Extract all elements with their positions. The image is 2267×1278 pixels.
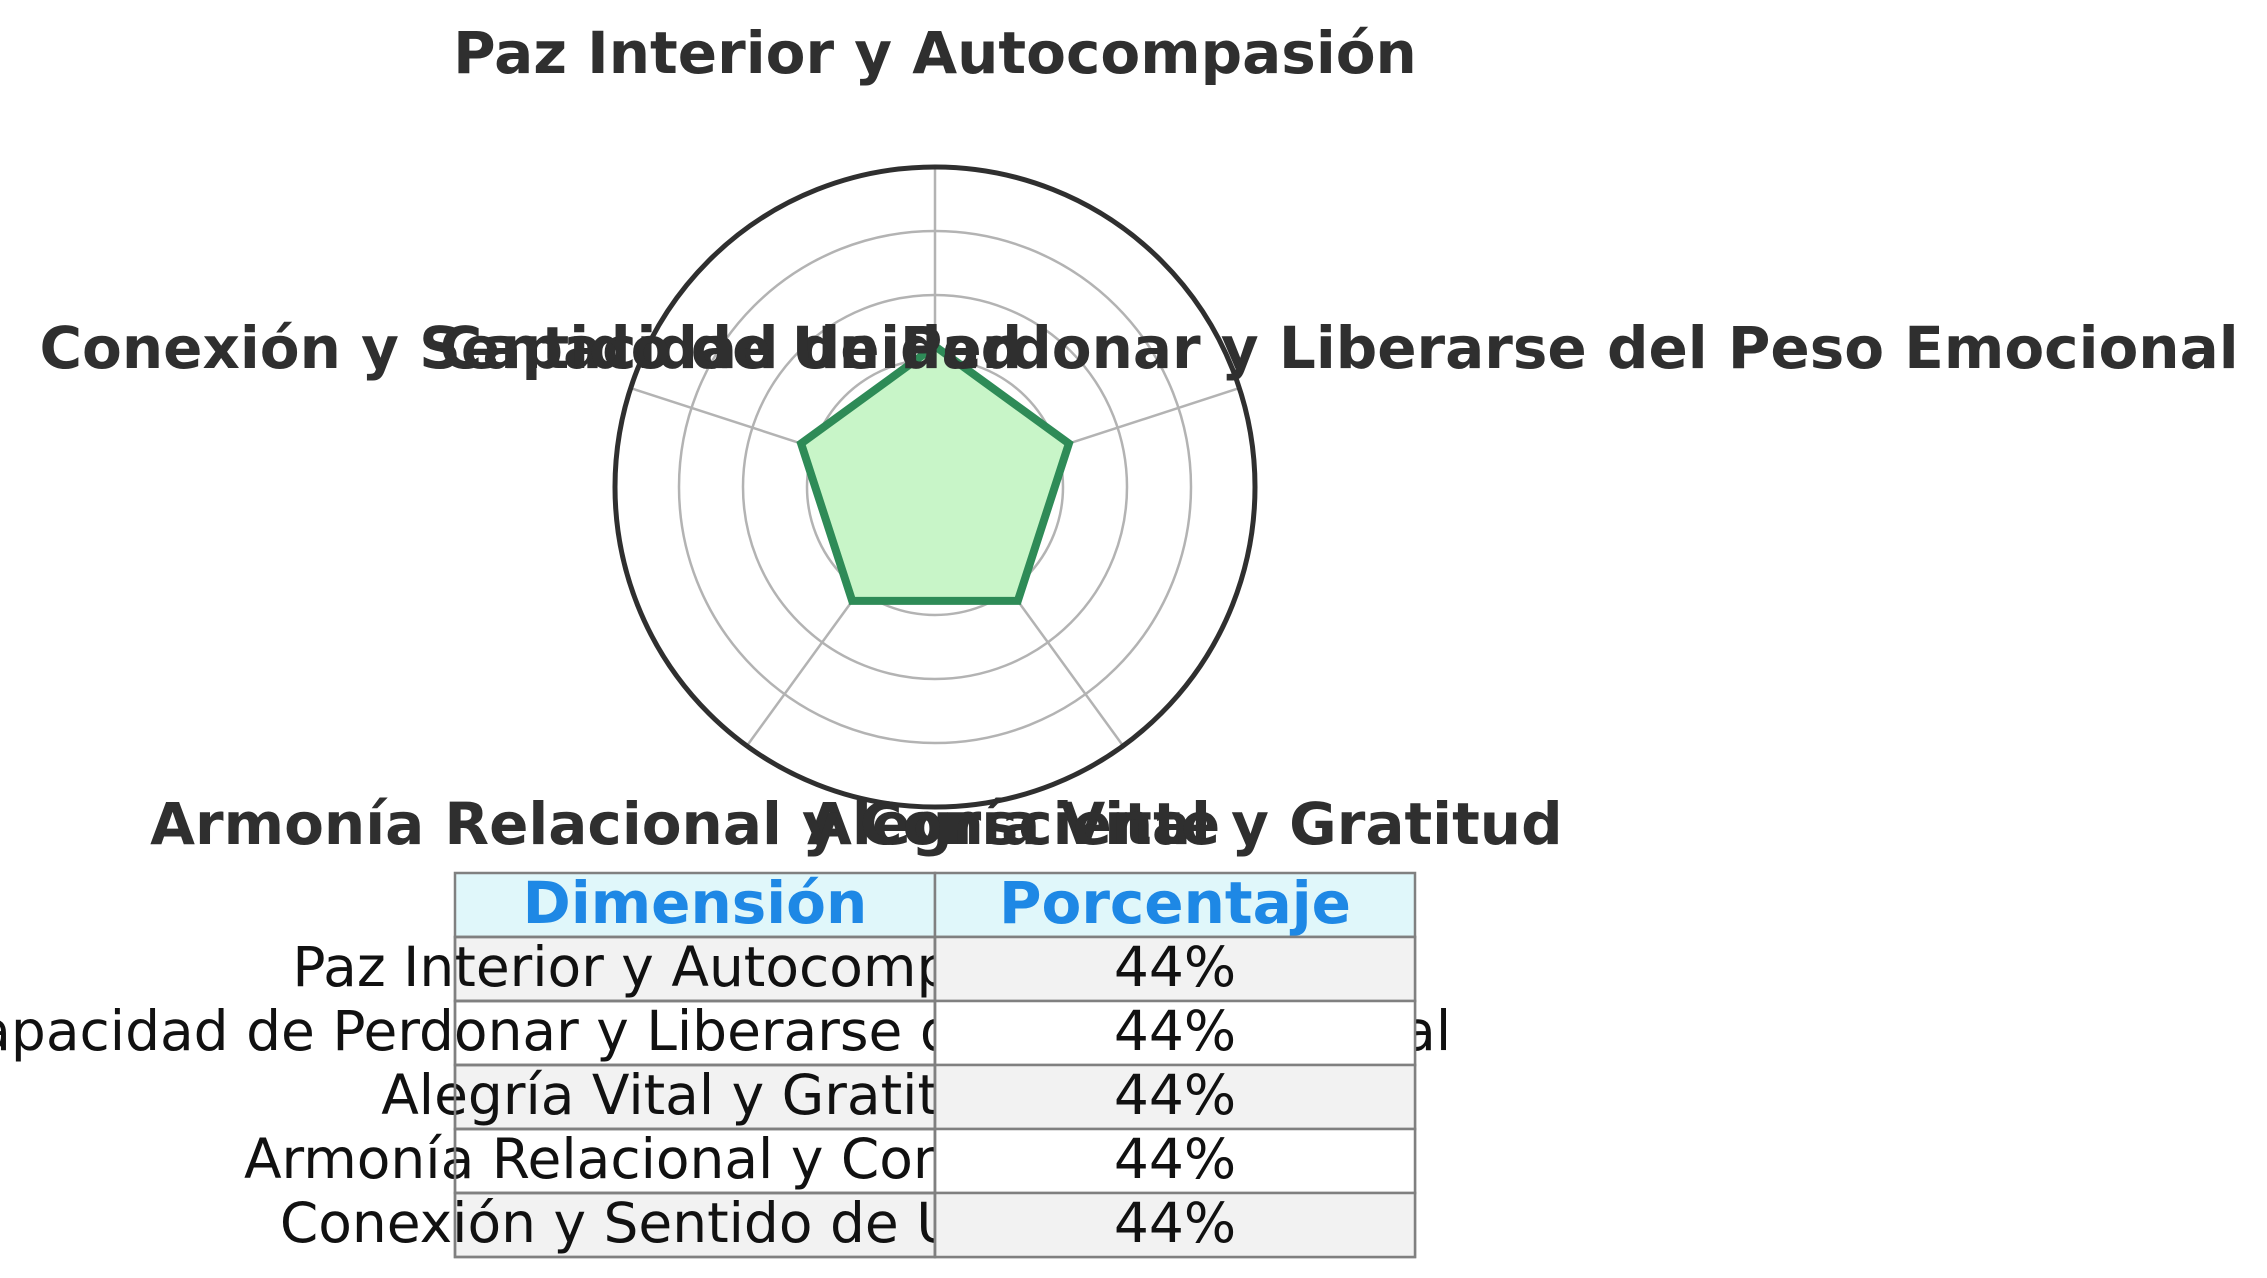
table-cell-dimension: Alegría Vital y Gratitud [381, 1063, 1009, 1127]
axis-label: Armonía Relacional y Consciente [150, 790, 1220, 858]
outer-circle [612, 164, 1258, 810]
table-cell-border [453, 1191, 937, 1259]
data-point [799, 441, 804, 446]
table-cell-percentage: 44% [1114, 1127, 1236, 1191]
axis-label: Paz Interior y Autocompasión [453, 19, 1417, 87]
series-area [796, 341, 1074, 605]
axis-label: Alegría Vital y Gratitud [807, 790, 1563, 858]
table-cell-percentage: 44% [1114, 1191, 1236, 1255]
data-point [850, 598, 855, 603]
axis-label: Capacidad de Perdonar y Liberarse del Pe… [440, 314, 2239, 382]
table-cell-percentage: 44% [1114, 999, 1236, 1063]
data-point [1015, 598, 1020, 603]
table-cell-bg [933, 1063, 1417, 1131]
axis-label: Conexión y Sentido de Unidad [39, 314, 1022, 382]
table-header-label: Dimensión [523, 869, 868, 937]
table-cell-percentage: 44% [1114, 935, 1236, 999]
table-cell-bg [933, 1191, 1417, 1259]
table-header-label: Porcentaje [999, 869, 1351, 937]
table-cell-bg [453, 1191, 937, 1259]
radar-chart: Paz Interior y Autocompasión Capacidad de… [39, 19, 2238, 858]
table-cell-bg [453, 1063, 937, 1131]
table-header-cell [933, 871, 1417, 939]
table-cell-percentage: 44% [1114, 1063, 1236, 1127]
data-point [1066, 441, 1071, 446]
table-cell-bg [453, 935, 937, 1003]
data-point [933, 344, 937, 349]
